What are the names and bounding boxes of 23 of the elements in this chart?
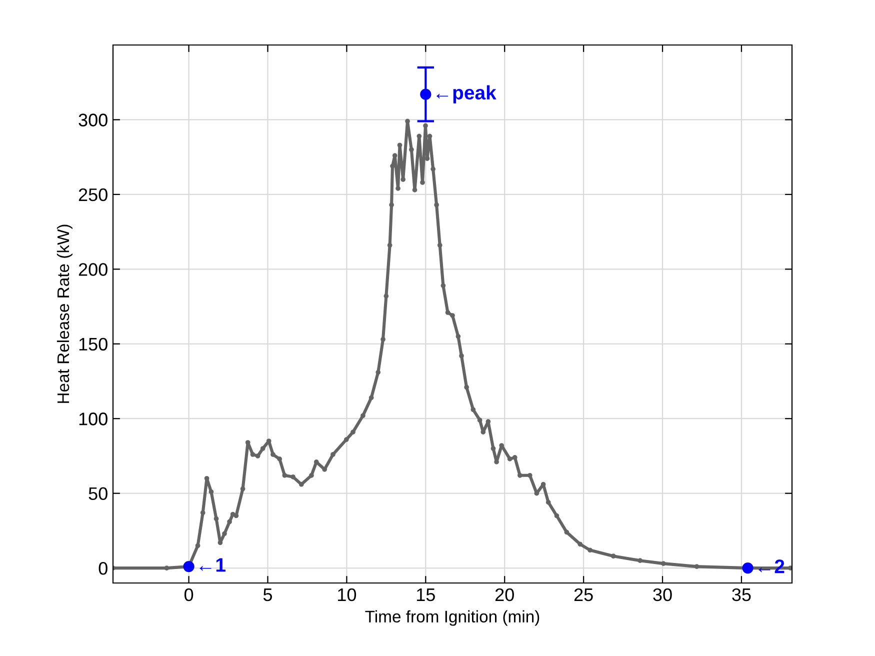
y-tick-label: 100 — [79, 412, 108, 426]
annotation: ←2 — [758, 560, 784, 574]
y-tick-label: 300 — [78, 114, 108, 126]
point — [742, 562, 754, 574]
y-tick-label: 0 — [98, 562, 108, 575]
y-tick-label: 150 — [79, 338, 108, 351]
x-tick-label: 5 — [263, 588, 272, 602]
x-tick-label: 0 — [184, 588, 194, 602]
x-tick-label: 25 — [574, 588, 593, 602]
x-tick-label: 35 — [732, 588, 751, 602]
annotation: ←1 — [200, 558, 226, 572]
annotation: ←peak — [436, 85, 496, 104]
y-tick-label: 250 — [78, 188, 108, 202]
point — [420, 88, 432, 100]
x-tick-label: 20 — [495, 588, 514, 602]
x-axis-title: Time from Ignition (min) — [365, 610, 540, 626]
y-axis-title: Heat Release Rate (kW) — [56, 224, 72, 403]
y-tick-label: 50 — [88, 487, 108, 500]
x-tick-label: 15 — [416, 588, 435, 602]
x-tick-label: 10 — [338, 588, 356, 602]
y-tick-label: 200 — [78, 263, 108, 276]
x-tick-label: 30 — [653, 588, 672, 602]
point — [183, 561, 194, 572]
